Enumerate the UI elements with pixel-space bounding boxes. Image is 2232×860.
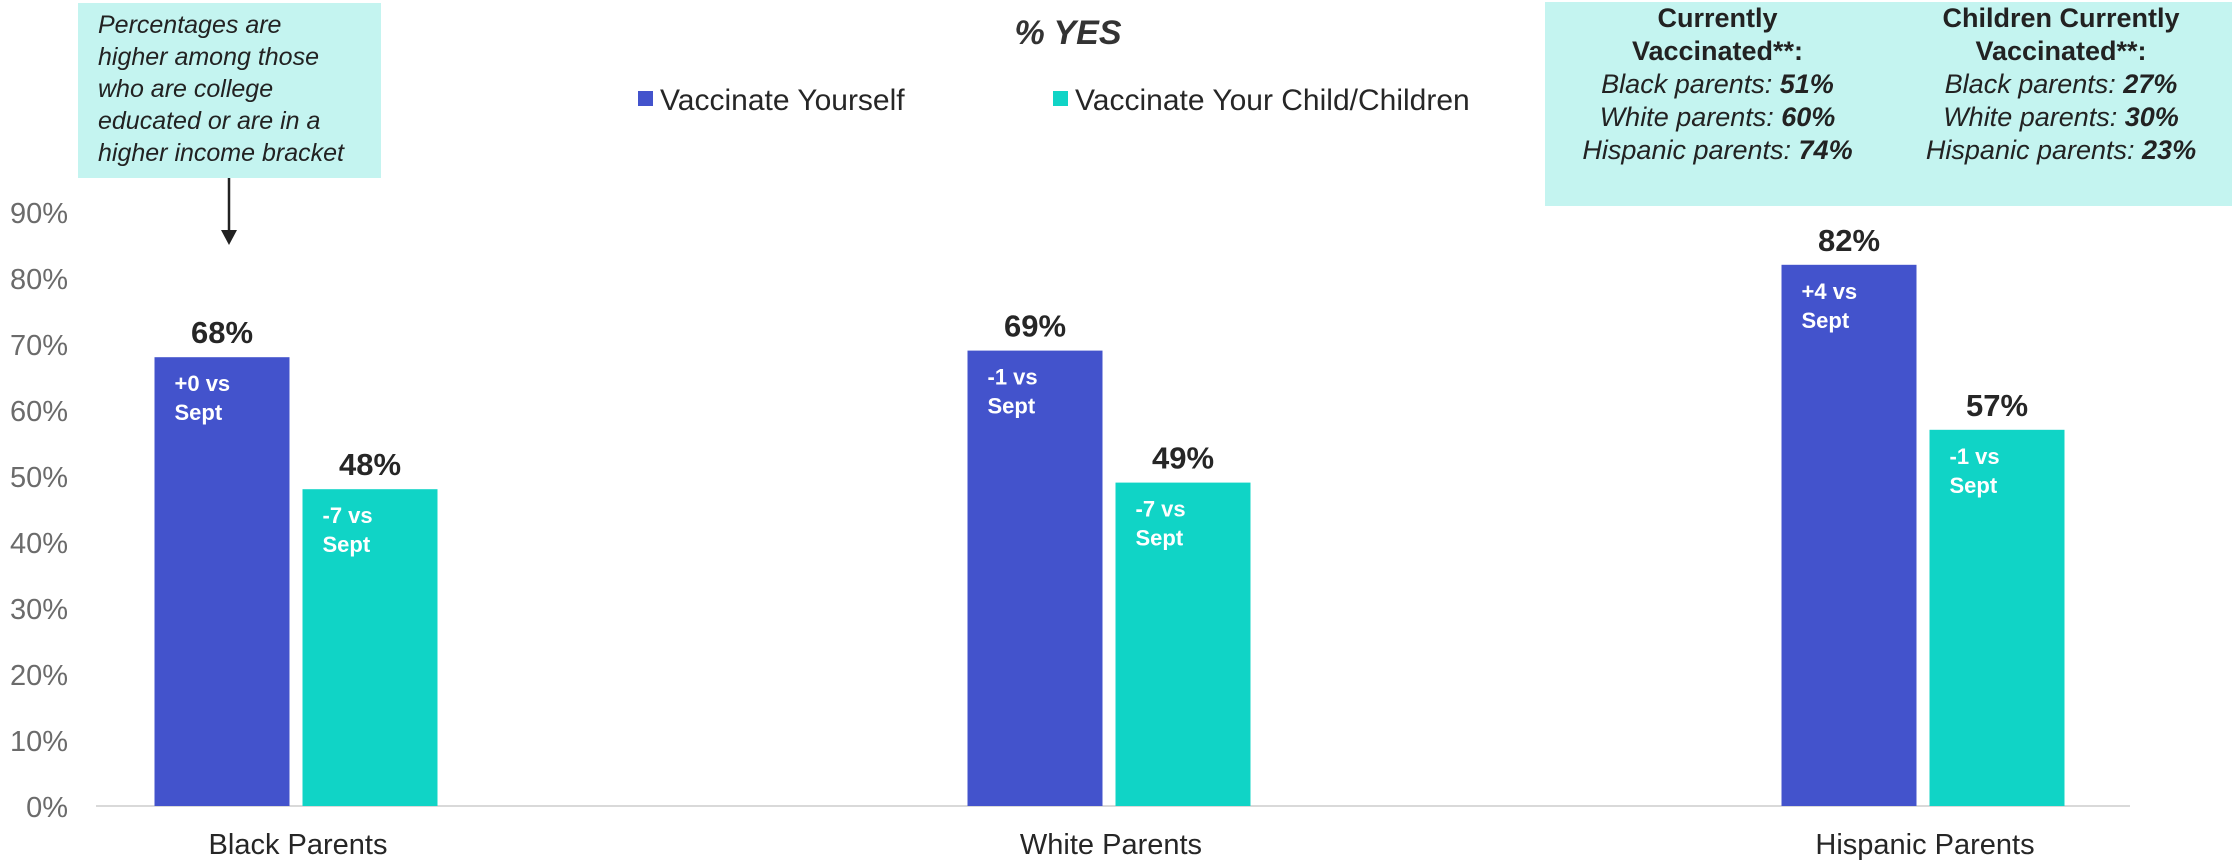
parents-vaccinated-box: Currently Vaccinated**: Black parents: 5…	[1545, 2, 1890, 167]
bar-value-label: 68%	[191, 315, 253, 350]
note-line: educated or are in a	[98, 107, 321, 135]
children-vaccinated-box: Children Currently Vaccinated**: Black p…	[1890, 2, 2232, 167]
bar	[302, 489, 438, 806]
box-header-line: Vaccinated**:	[1975, 36, 2147, 66]
box-header-line: Vaccinated**:	[1631, 36, 1804, 66]
box-header-line: Currently	[1657, 3, 1778, 33]
bar-change-label: Sept	[323, 532, 371, 557]
box-header-line: Children Currently	[1942, 3, 2180, 33]
y-axis: 0% 10% 20% 30% 40% 50% 60% 70% 80% 90%	[10, 198, 68, 824]
bar	[967, 350, 1103, 806]
legend: Vaccinate Yourself Vaccinate Your Child/C…	[638, 84, 1470, 117]
y-tick-label: 50%	[10, 462, 68, 494]
y-tick-label: 70%	[10, 330, 68, 362]
note-line: Percentages are	[98, 11, 282, 39]
x-tick-label: Hispanic Parents	[1815, 829, 2034, 860]
y-tick-label: 30%	[10, 594, 68, 626]
box-stat-line: White parents: 60%	[1599, 102, 1836, 132]
bar	[1781, 264, 1917, 806]
callout-arrowhead	[221, 230, 237, 245]
bar-change-label: Sept	[175, 400, 223, 425]
legend-label: Vaccinate Your Child/Children	[1075, 84, 1470, 117]
legend-swatch	[638, 91, 653, 106]
bar-change-label: Sept	[1802, 308, 1850, 333]
box-stat-line: Hispanic parents: 23%	[1925, 135, 2197, 165]
bar-change-label: Sept	[1950, 473, 1998, 498]
bar	[154, 357, 290, 806]
x-tick-label: Black Parents	[209, 829, 388, 860]
y-tick-label: 80%	[10, 264, 68, 296]
bar-change-label: Sept	[1136, 526, 1184, 551]
x-tick-label: White Parents	[1020, 829, 1202, 860]
legend-swatch	[1053, 91, 1068, 106]
y-tick-label: 20%	[10, 660, 68, 692]
bar-value-label: 48%	[339, 447, 401, 482]
chart-title: % YES	[1014, 14, 1121, 52]
bar-value-label: 69%	[1004, 309, 1066, 344]
bar-change-label: +4 vs	[1802, 279, 1858, 304]
bar-value-label: 82%	[1818, 223, 1880, 258]
bar-value-label: 49%	[1152, 441, 1214, 476]
bar	[1115, 482, 1251, 806]
note-line: higher income bracket	[98, 139, 344, 167]
x-axis-labels: Black Parents White Parents Hispanic Paren…	[209, 829, 2035, 860]
bar-change-label: +0 vs	[175, 371, 231, 396]
bar-change-label: -1 vs	[1950, 444, 2000, 469]
box-stat-line: Black parents: 27%	[1944, 69, 2178, 99]
bar-change-label: -7 vs	[323, 503, 373, 528]
y-tick-label: 0%	[26, 792, 68, 824]
box-stat-line: Hispanic parents: 74%	[1582, 135, 1853, 165]
y-tick-label: 60%	[10, 396, 68, 428]
bar-change-label: Sept	[988, 394, 1036, 419]
bar-value-label: 57%	[1966, 388, 2028, 423]
vaccinated-callout: Currently Vaccinated**: Black parents: 5…	[1545, 2, 2232, 206]
box-stat-line: Black parents: 51%	[1601, 69, 1834, 99]
note-line: who are college	[98, 75, 274, 103]
y-tick-label: 40%	[10, 528, 68, 560]
bar-change-label: -7 vs	[1136, 497, 1186, 522]
box-stat-line: White parents: 30%	[1943, 102, 2179, 132]
bar-change-label: -1 vs	[988, 365, 1038, 390]
y-tick-label: 10%	[10, 726, 68, 758]
note-callout: Percentages are higher among those who a…	[78, 3, 381, 178]
legend-label: Vaccinate Yourself	[660, 84, 905, 117]
y-tick-label: 90%	[10, 198, 68, 230]
bar-series-group: 68% +0 vs Sept 69% -1 vs Sept 82% +4 vs Sept 48% -…	[154, 223, 2065, 806]
note-line: higher among those	[98, 43, 319, 71]
bar	[1929, 429, 2065, 806]
